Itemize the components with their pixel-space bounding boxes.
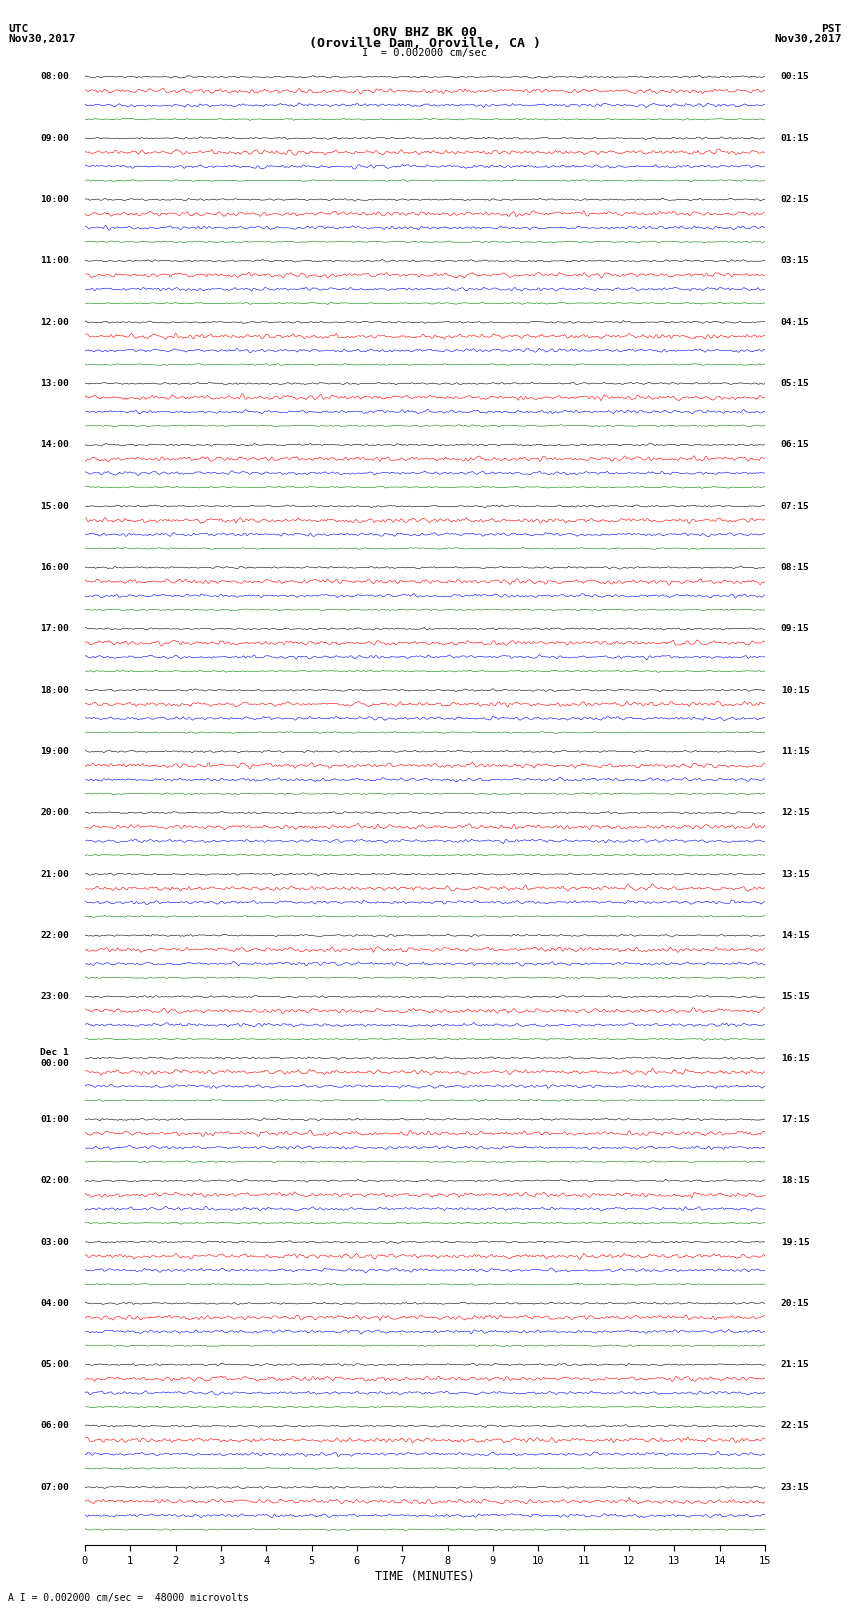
Text: 19:00: 19:00 <box>41 747 69 756</box>
Text: PST: PST <box>821 24 842 34</box>
Text: 11:00: 11:00 <box>41 256 69 266</box>
Text: 02:00: 02:00 <box>41 1176 69 1186</box>
Text: 08:00: 08:00 <box>41 73 69 81</box>
Text: 12:15: 12:15 <box>781 808 809 818</box>
Text: 21:00: 21:00 <box>41 869 69 879</box>
Text: 09:15: 09:15 <box>781 624 809 634</box>
Text: 08:15: 08:15 <box>781 563 809 573</box>
Text: 04:15: 04:15 <box>781 318 809 327</box>
Text: 22:00: 22:00 <box>41 931 69 940</box>
Text: 18:15: 18:15 <box>781 1176 809 1186</box>
Text: 17:15: 17:15 <box>781 1115 809 1124</box>
Text: 05:00: 05:00 <box>41 1360 69 1369</box>
Text: 19:15: 19:15 <box>781 1237 809 1247</box>
Text: 04:00: 04:00 <box>41 1298 69 1308</box>
Text: 07:00: 07:00 <box>41 1482 69 1492</box>
Text: ORV BHZ BK 00: ORV BHZ BK 00 <box>373 26 477 39</box>
Text: 02:15: 02:15 <box>781 195 809 205</box>
Text: 03:00: 03:00 <box>41 1237 69 1247</box>
Text: 01:00: 01:00 <box>41 1115 69 1124</box>
Text: 00:15: 00:15 <box>781 73 809 81</box>
Text: 07:15: 07:15 <box>781 502 809 511</box>
Text: 22:15: 22:15 <box>781 1421 809 1431</box>
X-axis label: TIME (MINUTES): TIME (MINUTES) <box>375 1569 475 1582</box>
Text: 23:00: 23:00 <box>41 992 69 1002</box>
Text: UTC: UTC <box>8 24 29 34</box>
Text: 06:15: 06:15 <box>781 440 809 450</box>
Text: 09:00: 09:00 <box>41 134 69 144</box>
Text: 20:00: 20:00 <box>41 808 69 818</box>
Text: 18:00: 18:00 <box>41 686 69 695</box>
Text: 14:00: 14:00 <box>41 440 69 450</box>
Text: 01:15: 01:15 <box>781 134 809 144</box>
Text: 15:15: 15:15 <box>781 992 809 1002</box>
Text: Nov30,2017: Nov30,2017 <box>774 34 842 44</box>
Text: 05:15: 05:15 <box>781 379 809 389</box>
Text: 06:00: 06:00 <box>41 1421 69 1431</box>
Text: 11:15: 11:15 <box>781 747 809 756</box>
Text: 15:00: 15:00 <box>41 502 69 511</box>
Text: Nov30,2017: Nov30,2017 <box>8 34 76 44</box>
Text: I  = 0.002000 cm/sec: I = 0.002000 cm/sec <box>362 48 488 58</box>
Text: 21:15: 21:15 <box>781 1360 809 1369</box>
Text: 16:15: 16:15 <box>781 1053 809 1063</box>
Text: 14:15: 14:15 <box>781 931 809 940</box>
Text: 16:00: 16:00 <box>41 563 69 573</box>
Text: 03:15: 03:15 <box>781 256 809 266</box>
Text: 10:15: 10:15 <box>781 686 809 695</box>
Text: 13:00: 13:00 <box>41 379 69 389</box>
Text: 12:00: 12:00 <box>41 318 69 327</box>
Text: 10:00: 10:00 <box>41 195 69 205</box>
Text: 20:15: 20:15 <box>781 1298 809 1308</box>
Text: 17:00: 17:00 <box>41 624 69 634</box>
Text: Dec 1
00:00: Dec 1 00:00 <box>41 1048 69 1068</box>
Text: (Oroville Dam, Oroville, CA ): (Oroville Dam, Oroville, CA ) <box>309 37 541 50</box>
Text: A I = 0.002000 cm/sec =  48000 microvolts: A I = 0.002000 cm/sec = 48000 microvolts <box>8 1594 249 1603</box>
Text: 13:15: 13:15 <box>781 869 809 879</box>
Text: 23:15: 23:15 <box>781 1482 809 1492</box>
